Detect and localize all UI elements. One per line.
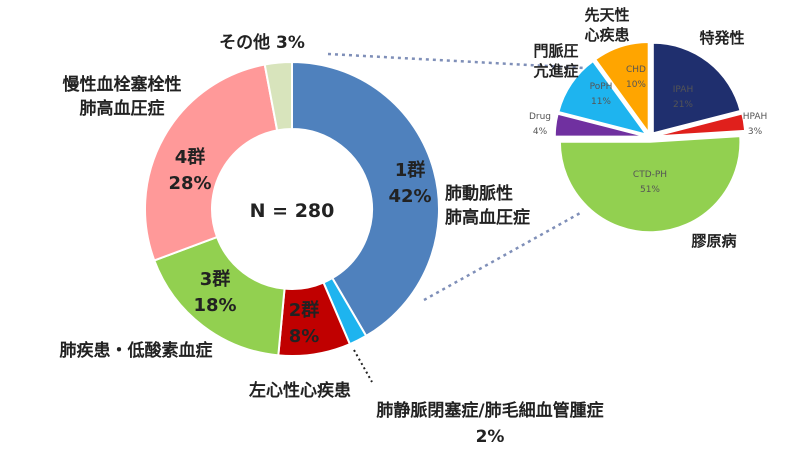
donut-leader-line	[353, 349, 373, 383]
pie-slice-2	[559, 135, 741, 233]
donut-category-label-4: 慢性血栓塞栓性肺高血圧症	[63, 74, 182, 119]
pie-slice-label-0: IPAH 21%	[673, 85, 694, 110]
zoom-connector-bottom	[423, 210, 583, 302]
donut-slice-4	[144, 63, 279, 262]
donut-category-label-1: 肺静脈閉塞症/肺毛細血管腫症 2%	[376, 400, 603, 447]
donut-slice-label-4: 4群 28%	[168, 146, 211, 194]
pie-slice-3	[554, 113, 646, 138]
donut-slice-label-3: 3群 18%	[193, 268, 236, 316]
pie-category-label-5: 先天性心疾患	[584, 6, 629, 44]
donut-category-label-0: 肺動脈性肺高血圧症	[445, 183, 530, 228]
pie-slice-0	[652, 42, 742, 135]
pie-slice-label-5: CHD 10%	[626, 65, 646, 90]
pie-category-label-0: 特発性	[699, 29, 744, 47]
pie-slice-5	[594, 41, 650, 135]
pie-slice-1	[654, 112, 746, 137]
zoom-connector-top	[327, 52, 585, 70]
pie-category-label-4: 門脈圧亢進症	[533, 42, 578, 80]
donut-slice-label-0: 1群 42%	[388, 159, 431, 207]
donut-category-label-2: 左心性心疾患	[249, 380, 351, 401]
pie-category-label-2: 膠原病	[691, 232, 736, 250]
donut-category-label-3: 肺疾患・低酸素血症	[60, 340, 213, 361]
donut-category-label-5: その他 3%	[219, 32, 305, 53]
pie-slice-label-3: Drug 4%	[529, 112, 551, 137]
donut-slice-5	[263, 60, 293, 132]
pie-slice-4	[557, 60, 648, 136]
pie-slice-label-2: CTD-PH 51%	[633, 170, 667, 195]
donut-slice-0	[291, 60, 440, 338]
donut-slice-label-2: 2群 8%	[289, 299, 320, 347]
pie-slice-label-1: HPAH 3%	[743, 112, 768, 137]
pie-slice-label-4: PoPH 11%	[590, 82, 613, 107]
donut-center-label: N = 280	[250, 200, 335, 222]
